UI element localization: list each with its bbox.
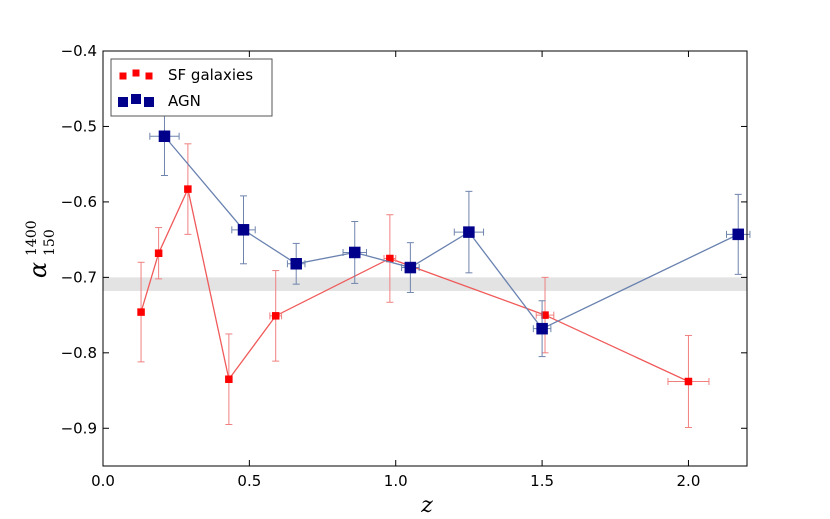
legend-marker: [145, 72, 153, 80]
y-axis-subscript: 150: [42, 229, 58, 256]
legend-marker: [132, 69, 140, 77]
data-point: [290, 258, 302, 270]
x-tick-label: 2.0: [677, 472, 701, 490]
legend-marker: [131, 94, 141, 104]
legend-label: AGN: [168, 92, 201, 110]
y-tick-label: −0.5: [61, 117, 97, 135]
y-axis-symbol: α: [24, 262, 52, 278]
data-point: [237, 224, 250, 236]
x-tick-label: 0.0: [91, 472, 115, 490]
data-point: [684, 377, 693, 386]
legend: SF galaxies AGN: [110, 58, 273, 117]
x-tick-label: 0.5: [237, 472, 261, 490]
data-point: [271, 312, 280, 320]
legend-marker: [144, 97, 154, 107]
y-axis-superscript: 1400: [24, 220, 40, 256]
data-point: [404, 261, 417, 274]
x-tick-label: 1.5: [530, 472, 554, 490]
plot-frame: [102, 50, 748, 467]
y-tick-label: −0.7: [61, 268, 97, 286]
data-point: [732, 228, 744, 241]
y-tick-label: −0.8: [61, 344, 97, 362]
y-tick-label: −0.9: [61, 419, 97, 437]
data-point: [225, 375, 233, 383]
x-axis-label: z: [420, 493, 433, 518]
data-point: [541, 311, 549, 319]
series-line: [140, 187, 689, 383]
legend-marker: [118, 97, 128, 107]
series-line: [163, 135, 739, 330]
series-agn: [149, 96, 751, 358]
data-point: [154, 249, 163, 257]
legend-box: [110, 58, 273, 117]
data-point: [348, 246, 361, 259]
data-point: [137, 308, 145, 316]
data-point: [158, 130, 171, 143]
reference-band: [103, 277, 747, 291]
data-point: [463, 226, 475, 238]
data-point: [536, 322, 548, 335]
y-tick-label: −0.6: [61, 193, 97, 211]
x-tick-label: 1.0: [384, 472, 408, 490]
data-point: [184, 185, 192, 193]
legend-marker: [119, 72, 127, 80]
y-tick-label: −0.4: [61, 42, 97, 60]
series-sf-galaxies: [137, 143, 710, 429]
y-axis-label: α 1400 150: [24, 220, 58, 278]
legend-label: SF galaxies: [168, 66, 253, 84]
